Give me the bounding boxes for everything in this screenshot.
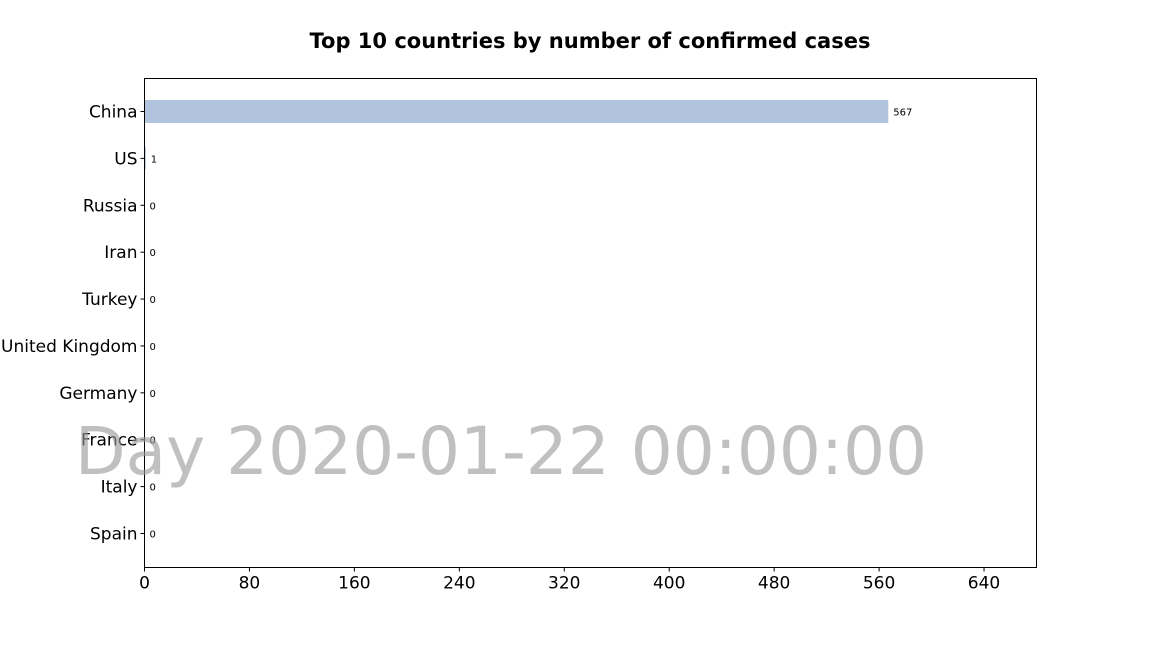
x-tick-label: 240 <box>443 574 475 594</box>
value-label: 0 <box>150 530 156 541</box>
value-label: 567 <box>893 108 912 119</box>
x-tick-label: 400 <box>653 574 685 594</box>
x-tick-label: 640 <box>968 574 1000 594</box>
value-label: 0 <box>150 248 156 259</box>
x-tick-label: 160 <box>338 574 370 594</box>
x-tick-label: 480 <box>758 574 790 594</box>
y-tick-label: US <box>114 149 137 169</box>
y-axis: China US Russia Iran Turkey United Kingdom Ger… <box>1 103 145 545</box>
x-tick-label: 0 <box>139 574 150 594</box>
bar-china <box>144 100 889 123</box>
date-annotation: Day 2020-01-22 00:00:00 <box>75 413 927 490</box>
y-tick-label: Italy <box>101 478 138 498</box>
bar-us <box>144 146 146 170</box>
bars-group <box>144 100 889 170</box>
value-label: 0 <box>150 295 156 306</box>
chart-title: Top 10 countries by number of confirmed … <box>310 29 871 53</box>
y-tick-label: China <box>89 103 138 123</box>
value-label: 0 <box>150 201 156 212</box>
x-tick-label: 560 <box>863 574 895 594</box>
plot-frame <box>144 78 1037 568</box>
x-tick-label: 80 <box>239 574 261 594</box>
y-tick-label: Germany <box>59 384 137 404</box>
value-label: 0 <box>150 389 156 400</box>
y-tick-label: Iran <box>104 243 137 263</box>
value-label: 0 <box>150 436 156 447</box>
y-tick-label: United Kingdom <box>1 337 137 357</box>
x-axis: 0 80 160 240 320 400 480 560 640 <box>139 567 1000 594</box>
x-tick-label: 320 <box>548 574 580 594</box>
value-labels-group: 567 1 0 0 0 0 0 0 0 0 <box>150 108 913 541</box>
value-label: 0 <box>150 483 156 494</box>
y-tick-label: France <box>81 431 138 451</box>
value-label: 0 <box>150 342 156 353</box>
y-tick-label: Spain <box>90 525 138 545</box>
value-label: 1 <box>151 154 157 165</box>
y-tick-label: Russia <box>83 196 138 216</box>
y-tick-label: Turkey <box>81 290 137 310</box>
